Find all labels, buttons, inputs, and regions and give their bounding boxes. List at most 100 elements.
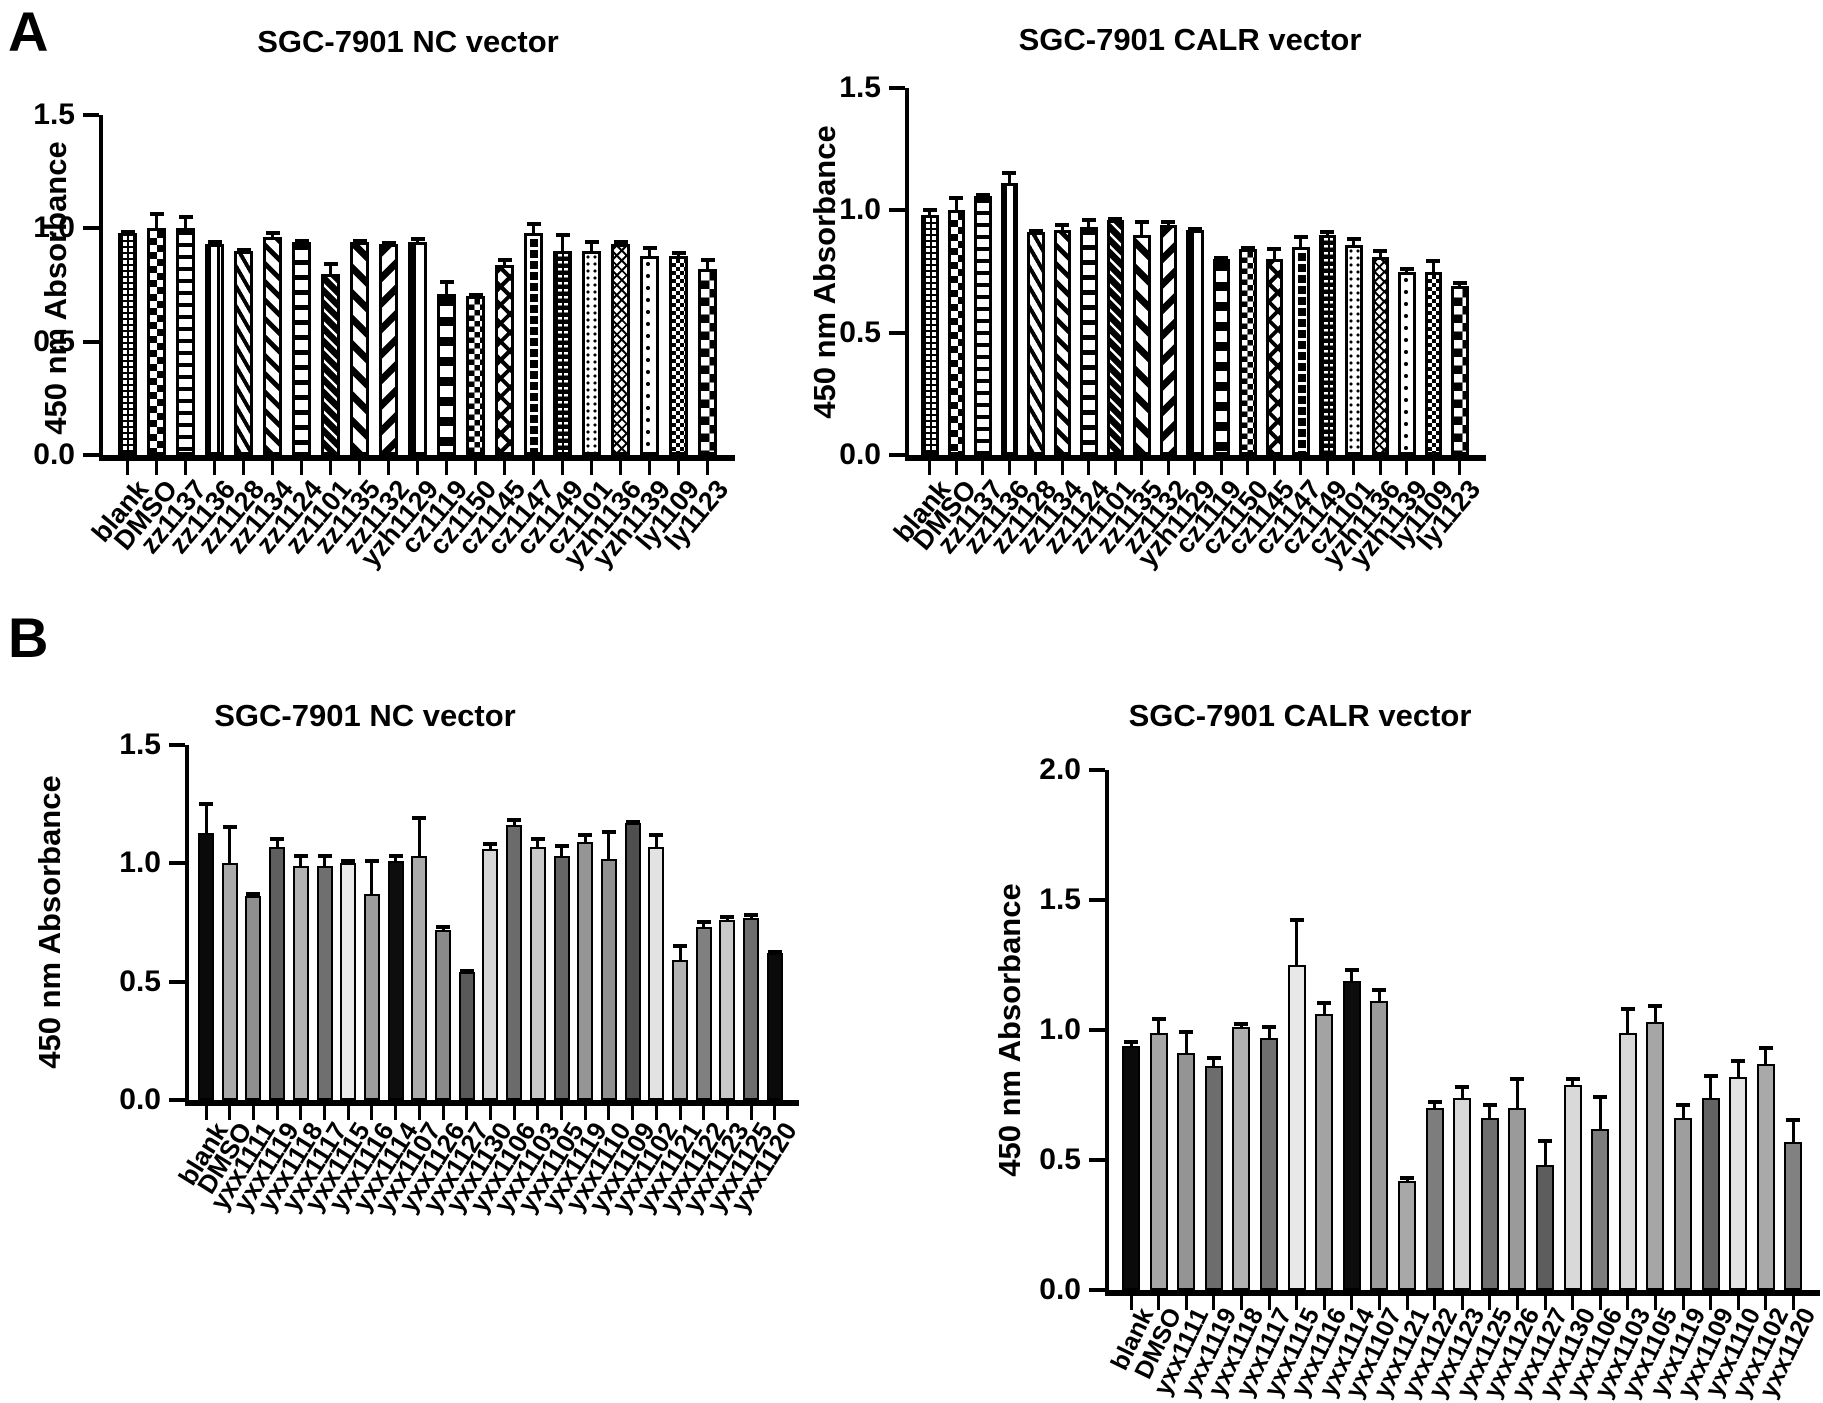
error-bar-cap [381, 241, 396, 246]
bar [147, 228, 166, 455]
x-tick [1140, 461, 1144, 475]
error-bar-cap [1482, 1102, 1497, 1107]
error-bar-stem [1272, 247, 1276, 260]
error-bar-cap [1648, 1004, 1663, 1008]
y-tick [169, 979, 185, 984]
y-tick-label: 1.5 [1039, 883, 1081, 916]
error-bar-stem [1140, 220, 1144, 235]
bar [743, 917, 760, 1100]
error-bar-cap [459, 969, 474, 974]
bar [1784, 1141, 1803, 1290]
x-tick [631, 1106, 635, 1120]
error-bar-cap [1028, 229, 1043, 234]
error-bar-cap [526, 221, 541, 226]
error-bar-cap [671, 251, 686, 255]
x-tick [1267, 1296, 1271, 1310]
error-bar-stem [1157, 1017, 1161, 1033]
bar [947, 210, 965, 455]
error-bar-cap [1346, 237, 1361, 242]
x-tick [706, 461, 709, 475]
bar [1345, 244, 1363, 455]
x-tick [512, 1106, 516, 1120]
error-bar-cap [1108, 217, 1123, 222]
error-bar-cap [1426, 259, 1441, 264]
bar [1000, 183, 1018, 455]
bar [529, 846, 546, 1100]
y-tick-label: 0.5 [33, 324, 75, 358]
y-tick [1089, 1158, 1105, 1162]
error-bar-stem [1295, 918, 1299, 965]
bar [316, 865, 333, 1100]
x-tick [1295, 1296, 1299, 1310]
error-bar-cap [613, 239, 628, 244]
error-bar-stem [1350, 967, 1354, 981]
bar [1425, 1108, 1444, 1290]
y-tick [83, 113, 99, 117]
bar [350, 241, 369, 455]
x-tick [1219, 461, 1223, 475]
bar [495, 264, 514, 455]
error-bar-stem [1431, 259, 1435, 272]
bar [379, 244, 398, 455]
bar [553, 251, 572, 455]
error-bar-cap [696, 920, 711, 925]
y-tick [83, 453, 99, 457]
error-bar-cap [1399, 266, 1414, 271]
error-bar-stem [323, 853, 326, 866]
x-tick [654, 1106, 658, 1120]
error-bar-cap [700, 257, 715, 262]
bar [1451, 286, 1469, 455]
bar [1122, 1045, 1140, 1290]
error-bar-cap [555, 232, 570, 237]
bar [411, 856, 428, 1100]
y-tick-label: 0.0 [839, 438, 881, 471]
x-tick [773, 1106, 777, 1120]
bar [640, 255, 659, 455]
y-tick-label: 0.5 [119, 964, 161, 998]
bar [1618, 1032, 1637, 1290]
bar [719, 920, 736, 1100]
error-bar-cap [1786, 1118, 1801, 1123]
y-tick-label: 0.0 [1039, 1273, 1081, 1306]
bar [1212, 259, 1230, 455]
x-tick [370, 1106, 374, 1120]
x-tick [417, 1106, 421, 1120]
x-tick [590, 461, 593, 475]
x-tick [702, 1106, 706, 1120]
error-bar-cap [178, 214, 193, 219]
bar [1186, 229, 1204, 455]
error-bar-stem [1543, 1139, 1547, 1166]
x-tick [1157, 1296, 1161, 1310]
error-bar-cap [199, 801, 213, 806]
chart-title: SGC-7901 CALR vector [1018, 22, 1362, 57]
bar [1370, 1001, 1389, 1290]
bar [600, 858, 617, 1100]
error-bar-cap [207, 239, 222, 244]
y-tick [1089, 1028, 1105, 1032]
y-tick [83, 339, 99, 344]
error-bar-stem [1377, 988, 1381, 1002]
x-tick [488, 1106, 492, 1120]
error-bar-cap [388, 853, 403, 858]
x-tick [299, 1106, 303, 1120]
x-tick [1239, 1296, 1243, 1310]
error-bar-stem [1626, 1006, 1630, 1033]
bar [1149, 1032, 1168, 1290]
x-tick [1709, 1296, 1713, 1310]
x-tick [1626, 1296, 1630, 1310]
bar [1371, 256, 1389, 455]
x-tick [1007, 461, 1011, 475]
error-bar-cap [554, 844, 569, 849]
x-tick [184, 461, 187, 475]
y-tick [169, 861, 185, 866]
x-tick [1433, 1296, 1437, 1310]
error-bar-cap [1344, 967, 1359, 972]
y-tick [889, 453, 905, 457]
error-bar-cap [1187, 226, 1202, 231]
error-bar-cap [1002, 171, 1017, 176]
bar [1265, 259, 1283, 455]
x-tick [928, 461, 932, 475]
x-tick [242, 461, 245, 475]
